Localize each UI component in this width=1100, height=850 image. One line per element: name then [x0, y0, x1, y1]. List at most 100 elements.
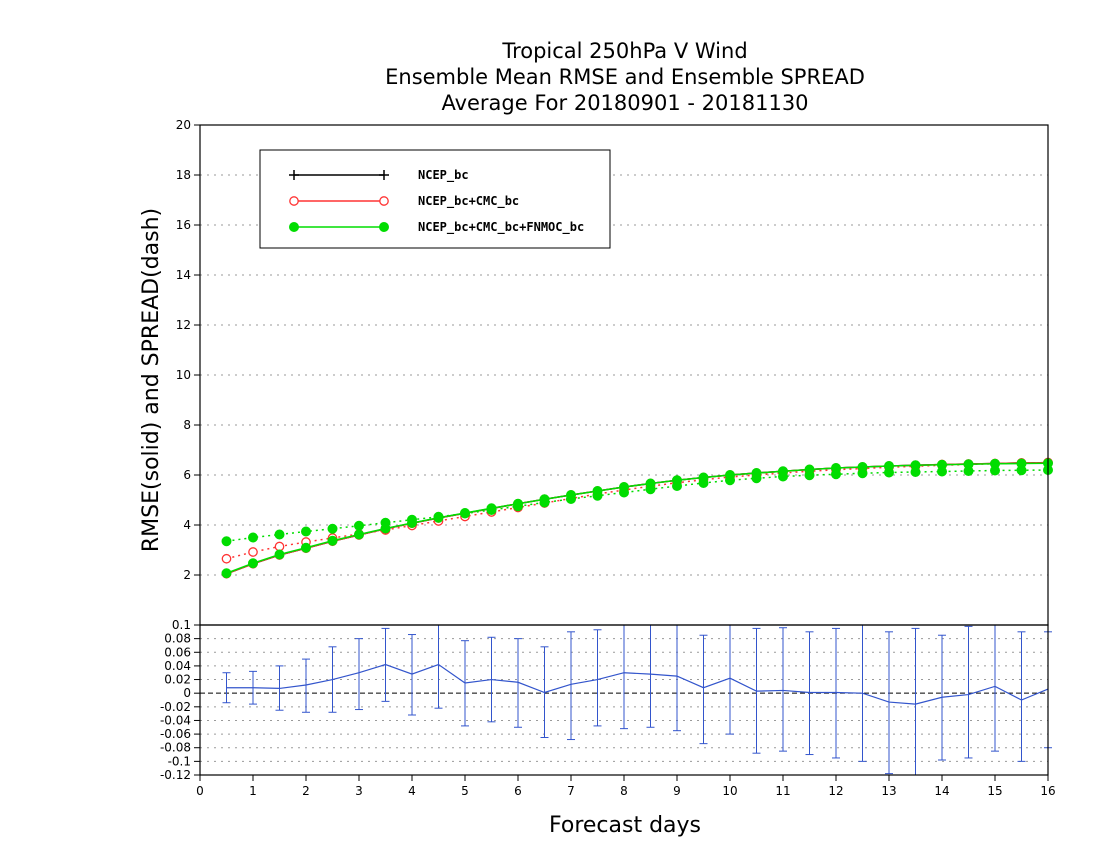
- chart-title-line: Tropical 250hPa V Wind: [501, 39, 747, 63]
- legend-marker: [289, 222, 299, 232]
- x-tick-label: 0: [196, 784, 204, 798]
- spread-point: [248, 547, 258, 557]
- rmse-point: [327, 535, 338, 546]
- bottom-panel-grid: [200, 624, 1048, 762]
- rmse-point: [672, 475, 682, 486]
- top-panel-series: [221, 457, 1053, 579]
- rmse-line-0: [226, 461, 1049, 575]
- spread-point: [248, 532, 258, 543]
- x-tick-label: 9: [673, 784, 681, 798]
- spread-point: [274, 529, 285, 540]
- spread-point: [327, 523, 338, 534]
- x-tick-label: 13: [881, 784, 896, 798]
- rmse-point: [433, 512, 444, 523]
- x-tick-label: 8: [620, 784, 628, 798]
- chart-title-line: Average For 20180901 - 20181130: [441, 91, 808, 115]
- bottom-y-tick-label: -0.02: [160, 700, 191, 714]
- rmse-point: [539, 494, 550, 505]
- spread-point: [274, 541, 285, 552]
- legend-marker: [289, 170, 299, 180]
- spread-point: [354, 520, 364, 531]
- legend: NCEP_bc NCEP_bc+CMC_bc NCEP_bc+CMC_bc+FNMO…: [259, 149, 611, 249]
- rmse-point: [751, 468, 762, 478]
- legend-marker: [379, 170, 389, 180]
- difference-line: [226, 663, 1049, 705]
- x-tick-label: 10: [722, 784, 737, 798]
- top-y-tick-label: 8: [183, 418, 191, 432]
- legend-box: [259, 149, 611, 249]
- x-tick-label: 15: [987, 784, 1002, 798]
- x-axis-label: Forecast days: [549, 813, 701, 838]
- rmse-point: [407, 518, 417, 528]
- top-y-tick-label: 6: [183, 468, 191, 482]
- top-y-tick-label: 10: [176, 368, 191, 382]
- rmse-line-2: [226, 462, 1049, 574]
- rmse-point: [274, 549, 285, 560]
- rmse-point: [486, 503, 497, 514]
- top-y-tick-label: 16: [176, 218, 191, 232]
- x-tick-label: 3: [355, 784, 363, 798]
- legend-entry: NCEP_bc+CMC_bc+FNMOC_bc: [418, 220, 584, 235]
- axis-ticks: 2468101214161820-0.12-0.1-0.08-0.06-0.04…: [160, 118, 1056, 798]
- rmse-point: [354, 529, 364, 540]
- top-y-tick-label: 12: [176, 318, 191, 332]
- rmse-point: [884, 461, 894, 471]
- x-tick-label: 4: [408, 784, 416, 798]
- x-tick-label: 11: [775, 784, 790, 798]
- legend-marker: [379, 196, 389, 206]
- x-tick-label: 12: [828, 784, 843, 798]
- rmse-point: [221, 568, 232, 579]
- bottom-y-tick-label: 0.06: [164, 645, 191, 659]
- x-tick-label: 14: [934, 784, 949, 798]
- rmse-point: [990, 458, 1000, 469]
- bottom-y-tick-label: 0.1: [172, 618, 191, 632]
- legend-entry: NCEP_bc+CMC_bc: [418, 194, 519, 209]
- rmse-point: [513, 498, 523, 509]
- top-y-tick-label: 2: [183, 568, 191, 582]
- top-y-tick-label: 14: [176, 268, 191, 282]
- spread-point: [221, 553, 232, 564]
- rmse-point: [1016, 458, 1027, 469]
- rmse-point: [460, 508, 470, 518]
- rmse-point: [778, 466, 788, 477]
- chart-title-line: Ensemble Mean RMSE and Ensemble SPREAD: [385, 65, 865, 89]
- x-tick-label: 16: [1040, 784, 1055, 798]
- top-y-tick-label: 4: [183, 518, 191, 532]
- rmse-point: [937, 459, 947, 470]
- rmse-point: [910, 460, 921, 471]
- x-tick-label: 6: [514, 784, 522, 798]
- x-tick-label: 7: [567, 784, 575, 798]
- rmse-point: [592, 486, 603, 496]
- bottom-y-tick-label: -0.1: [168, 754, 191, 768]
- y-axis-label: RMSE(solid) and SPREAD(dash): [139, 208, 164, 552]
- top-y-tick-label: 20: [176, 118, 191, 132]
- bottom-y-tick-label: -0.12: [160, 768, 191, 782]
- top-y-tick-label: 18: [176, 168, 191, 182]
- spread-point: [301, 526, 311, 537]
- bottom-y-tick-label: 0.02: [164, 673, 191, 687]
- rmse-point: [248, 558, 258, 569]
- legend-marker: [289, 196, 299, 206]
- rmse-point: [725, 470, 735, 480]
- legend-entry: NCEP_bc: [418, 168, 469, 183]
- rmse-point: [619, 482, 629, 492]
- rmse-point: [645, 478, 656, 489]
- bottom-y-tick-label: 0.08: [164, 632, 191, 646]
- spread-line-2: [226, 469, 1049, 542]
- rmse-point: [380, 523, 391, 534]
- x-tick-label: 2: [302, 784, 310, 798]
- bottom-y-tick-label: 0: [183, 686, 191, 700]
- rmse-line-1: [226, 461, 1049, 575]
- bottom-y-tick-label: -0.08: [160, 741, 191, 755]
- bottom-y-tick-label: -0.06: [160, 727, 191, 741]
- spread-point: [221, 536, 232, 547]
- rmse-point: [698, 472, 709, 483]
- rmse-point: [963, 459, 974, 470]
- rmse-point: [301, 542, 311, 553]
- rmse-point: [857, 462, 868, 472]
- bottom-y-tick-label: 0.04: [164, 659, 191, 673]
- rmse-point: [566, 490, 576, 500]
- x-tick-label: 1: [249, 784, 257, 798]
